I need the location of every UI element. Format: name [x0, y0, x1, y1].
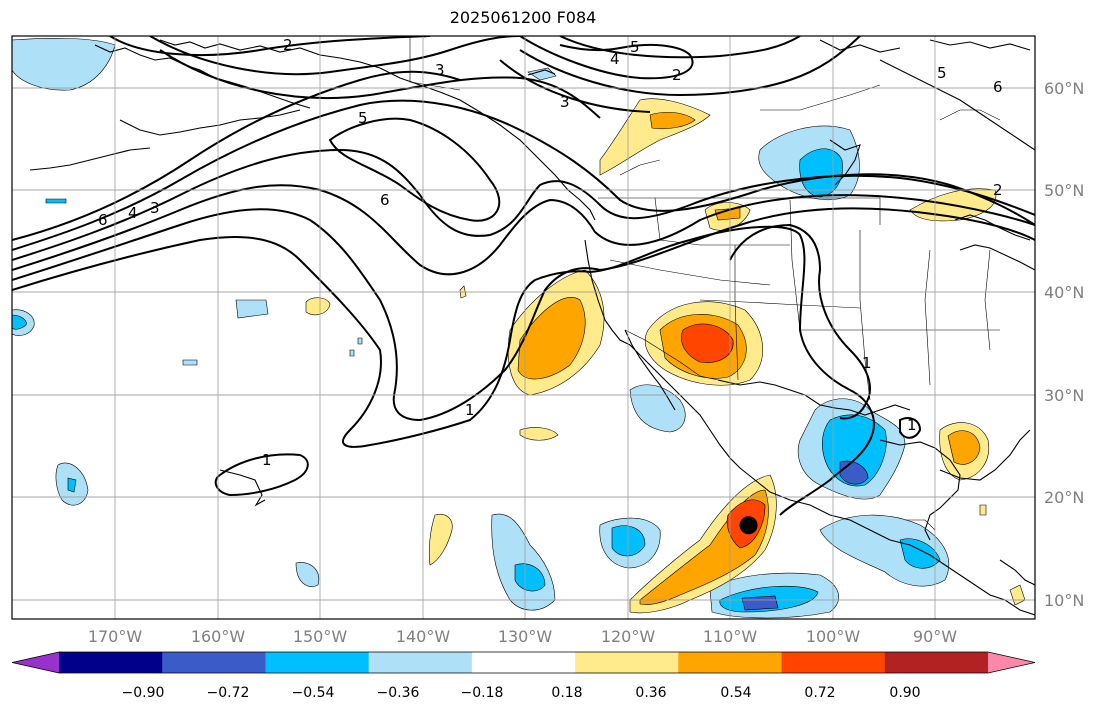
contour-label: 1	[262, 451, 272, 469]
lat-label: 10°N	[1044, 591, 1084, 610]
contour-label: 6	[380, 191, 390, 209]
colorbar-segment	[884, 652, 989, 673]
colorbar-segment	[265, 652, 370, 673]
colorbar-tick-labels: −0.90 −0.72 −0.54 −0.36 −0.18 0.18 0.36 …	[122, 685, 921, 701]
political-boundaries	[409, 36, 1001, 531]
contour-label: 3	[560, 93, 570, 111]
colorbar-outline	[11, 651, 1036, 674]
contour-label: 5	[630, 38, 640, 56]
longitude-labels: 170°W 160°W 150°W 140°W 130°W 120°W 110°…	[88, 627, 957, 646]
colorbar-tick-label: 0.72	[804, 685, 835, 701]
lon-label: 150°W	[293, 627, 348, 646]
lat-label: 60°N	[1044, 79, 1084, 98]
colorbar	[11, 651, 1036, 674]
colorbar-tick-label: −0.18	[461, 685, 504, 701]
contour-label: 2	[993, 181, 1003, 199]
contour-label: 2	[672, 66, 682, 84]
storm-center-marker	[739, 516, 758, 535]
contour-label: 4	[610, 50, 620, 68]
lon-label: 130°W	[498, 627, 553, 646]
contour-label: 3	[150, 199, 160, 217]
gridlines	[12, 36, 1035, 619]
lat-label: 20°N	[1044, 488, 1084, 507]
contour-label: 6	[98, 211, 108, 229]
colorbar-tick-label: −0.36	[377, 685, 420, 701]
colorbar-segment	[678, 652, 783, 673]
lon-label: 90°W	[913, 627, 957, 646]
colorbar-segment	[12, 652, 59, 673]
contour-label: 5	[937, 64, 947, 82]
lon-label: 140°W	[396, 627, 451, 646]
colorbar-segment	[471, 652, 576, 673]
map-title: 2025061200 F084	[449, 8, 597, 27]
colorbar-tick-label: 0.54	[720, 685, 751, 701]
negative-anomaly-fills	[12, 38, 950, 619]
contour-label: 4	[128, 204, 138, 222]
contour-label: 6	[993, 78, 1003, 96]
lon-label: 170°W	[88, 627, 143, 646]
contour-label: 5	[358, 109, 368, 127]
colorbar-tick-label: 0.36	[635, 685, 666, 701]
contour-label: 3	[435, 61, 445, 79]
map-frame	[11, 35, 1036, 620]
contour-label: 2	[283, 36, 293, 54]
lon-label: 110°W	[703, 627, 758, 646]
lon-label: 100°W	[806, 627, 861, 646]
contour-lines	[12, 36, 1035, 516]
contour-label-group: 2 5 4 3 2 3 5 6 5 6 2 6 4 3 1 1 1 1	[98, 36, 1003, 469]
lat-label: 40°N	[1044, 283, 1084, 302]
colorbar-tick-label: 0.18	[551, 685, 582, 701]
contour-label: 1	[907, 416, 917, 434]
colorbar-segment	[781, 652, 886, 673]
lon-label: 160°W	[191, 627, 246, 646]
colorbar-segment	[59, 652, 163, 673]
contour-label: 1	[465, 401, 475, 419]
colorbar-segment	[575, 652, 679, 673]
colorbar-segment	[988, 652, 1035, 673]
contour-label: 1	[862, 354, 872, 372]
lat-label: 30°N	[1044, 386, 1084, 405]
colorbar-tick-label: −0.90	[122, 685, 165, 701]
lon-label: 120°W	[601, 627, 656, 646]
colorbar-tick-label: −0.72	[207, 685, 250, 701]
latitude-labels: 60°N 50°N 40°N 30°N 20°N 10°N	[1044, 79, 1084, 610]
colorbar-segment	[368, 652, 473, 673]
lat-label: 50°N	[1044, 181, 1084, 200]
colorbar-tick-label: −0.54	[292, 685, 335, 701]
colorbar-tick-label: 0.90	[889, 685, 920, 701]
coastlines	[29, 39, 1035, 616]
colorbar-segment	[162, 652, 266, 673]
